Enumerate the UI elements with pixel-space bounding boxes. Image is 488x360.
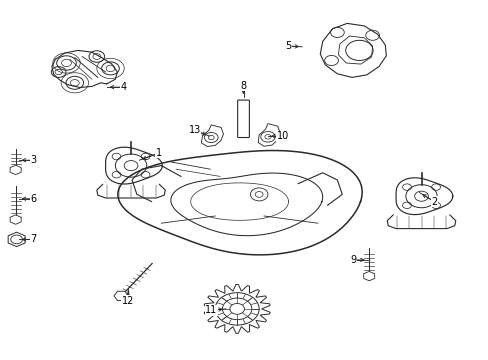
- Text: 6: 6: [30, 194, 36, 204]
- Polygon shape: [8, 232, 25, 247]
- Text: 11: 11: [204, 305, 217, 315]
- Polygon shape: [10, 215, 21, 224]
- Text: 5: 5: [285, 41, 291, 51]
- Polygon shape: [363, 271, 374, 281]
- Text: 3: 3: [30, 155, 36, 165]
- Text: 7: 7: [30, 234, 36, 244]
- Text: 13: 13: [188, 125, 201, 135]
- Text: 10: 10: [276, 131, 288, 141]
- Text: 2: 2: [430, 197, 436, 207]
- Text: 4: 4: [120, 82, 126, 92]
- Text: 1: 1: [156, 148, 162, 158]
- Polygon shape: [10, 165, 21, 175]
- Text: 12: 12: [122, 296, 134, 306]
- Text: 8: 8: [240, 81, 246, 91]
- FancyBboxPatch shape: [237, 100, 249, 138]
- Text: 9: 9: [349, 255, 355, 265]
- Polygon shape: [114, 291, 128, 301]
